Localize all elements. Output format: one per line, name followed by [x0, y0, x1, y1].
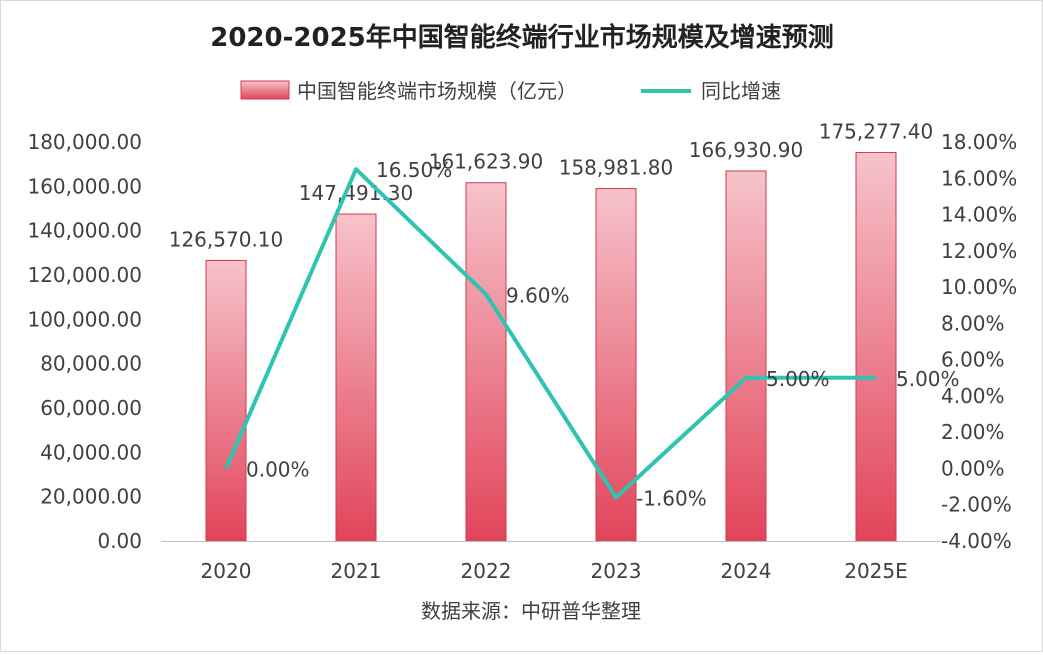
left-axis: 0.00 20,000.00 40,000.00 60,000.00 80,000.00… [27, 130, 142, 553]
growth-line [224, 167, 876, 500]
left-tick-label: 20,000.00 [40, 485, 142, 509]
right-axis: -4.00% -2.00% 0.00% 2.00% 4.00% 6.00% 8.00% 10.… [941, 130, 1017, 553]
right-tick-label: 2.00% [941, 420, 1005, 444]
bar-2024 [725, 170, 767, 542]
growth-value-label: 5.00% [896, 367, 960, 391]
left-tick-label: 60,000.00 [40, 396, 142, 420]
bar-2020 [205, 259, 247, 542]
left-tick-label: 180,000.00 [27, 130, 142, 154]
left-tick-label: 160,000.00 [27, 174, 142, 198]
legend-bar-label: 中国智能终端市场规模（亿元） [297, 79, 577, 103]
left-tick-label: 40,000.00 [40, 440, 142, 464]
left-tick-label: 0.00 [97, 529, 142, 553]
x-tick-label: 2021 [331, 559, 382, 583]
bar-2025E [855, 151, 897, 542]
left-tick-label: 80,000.00 [40, 352, 142, 376]
left-tick-label: 140,000.00 [27, 219, 142, 243]
x-axis: 2020 2021 2022 2023 2024 2025E [161, 541, 941, 583]
right-tick-label: 12.00% [941, 239, 1017, 263]
bar-value-label: 126,570.10 [169, 227, 284, 251]
line-series: 0.00% 16.50% 9.60% -1.60% 5.00% 5.00% [224, 158, 960, 510]
legend: 中国智能终端市场规模（亿元） 同比增速 [240, 79, 781, 103]
growth-value-label: -1.60% [636, 486, 707, 510]
right-tick-label: 18.00% [941, 130, 1017, 154]
x-tick-label: 2020 [201, 559, 252, 583]
right-tick-label: -2.00% [941, 493, 1012, 517]
right-tick-label: 0.00% [941, 456, 1005, 480]
bar-value-label: 158,981.80 [559, 156, 674, 180]
x-tick-label: 2025E [844, 559, 908, 583]
x-tick-label: 2024 [721, 559, 772, 583]
bar-value-label: 161,623.90 [429, 150, 544, 174]
bar-2021 [335, 213, 377, 542]
left-tick-label: 120,000.00 [27, 263, 142, 287]
source-note: 数据来源：中研普华整理 [421, 599, 641, 623]
right-tick-label: 16.00% [941, 166, 1017, 190]
right-tick-label: 4.00% [941, 384, 1005, 408]
right-tick-label: -4.00% [941, 529, 1012, 553]
right-tick-label: 14.00% [941, 203, 1017, 227]
bar-value-label: 166,930.90 [689, 138, 804, 162]
bar-2023 [595, 188, 637, 542]
legend-bar-swatch [240, 80, 290, 100]
growth-value-label: 0.00% [246, 457, 310, 481]
bar-2022 [465, 182, 507, 542]
growth-value-label: 5.00% [766, 367, 830, 391]
x-tick-label: 2023 [591, 559, 642, 583]
right-tick-label: 6.00% [941, 348, 1005, 372]
growth-value-label: 9.60% [506, 283, 570, 307]
right-tick-label: 8.00% [941, 311, 1005, 335]
bar-series: 126,570.10 147,491.30 161,623.90 158,981.80… [169, 119, 934, 542]
bar-value-label: 175,277.40 [819, 119, 934, 143]
right-tick-label: 10.00% [941, 275, 1017, 299]
x-tick-label: 2022 [461, 559, 512, 583]
left-tick-label: 100,000.00 [27, 307, 142, 331]
growth-value-label: 16.50% [376, 158, 452, 182]
legend-line-label: 同比增速 [701, 79, 781, 103]
chart-title: 2020-2025年中国智能终端行业市场规模及增速预测 [210, 22, 834, 53]
bar-value-label: 147,491.30 [299, 181, 414, 205]
